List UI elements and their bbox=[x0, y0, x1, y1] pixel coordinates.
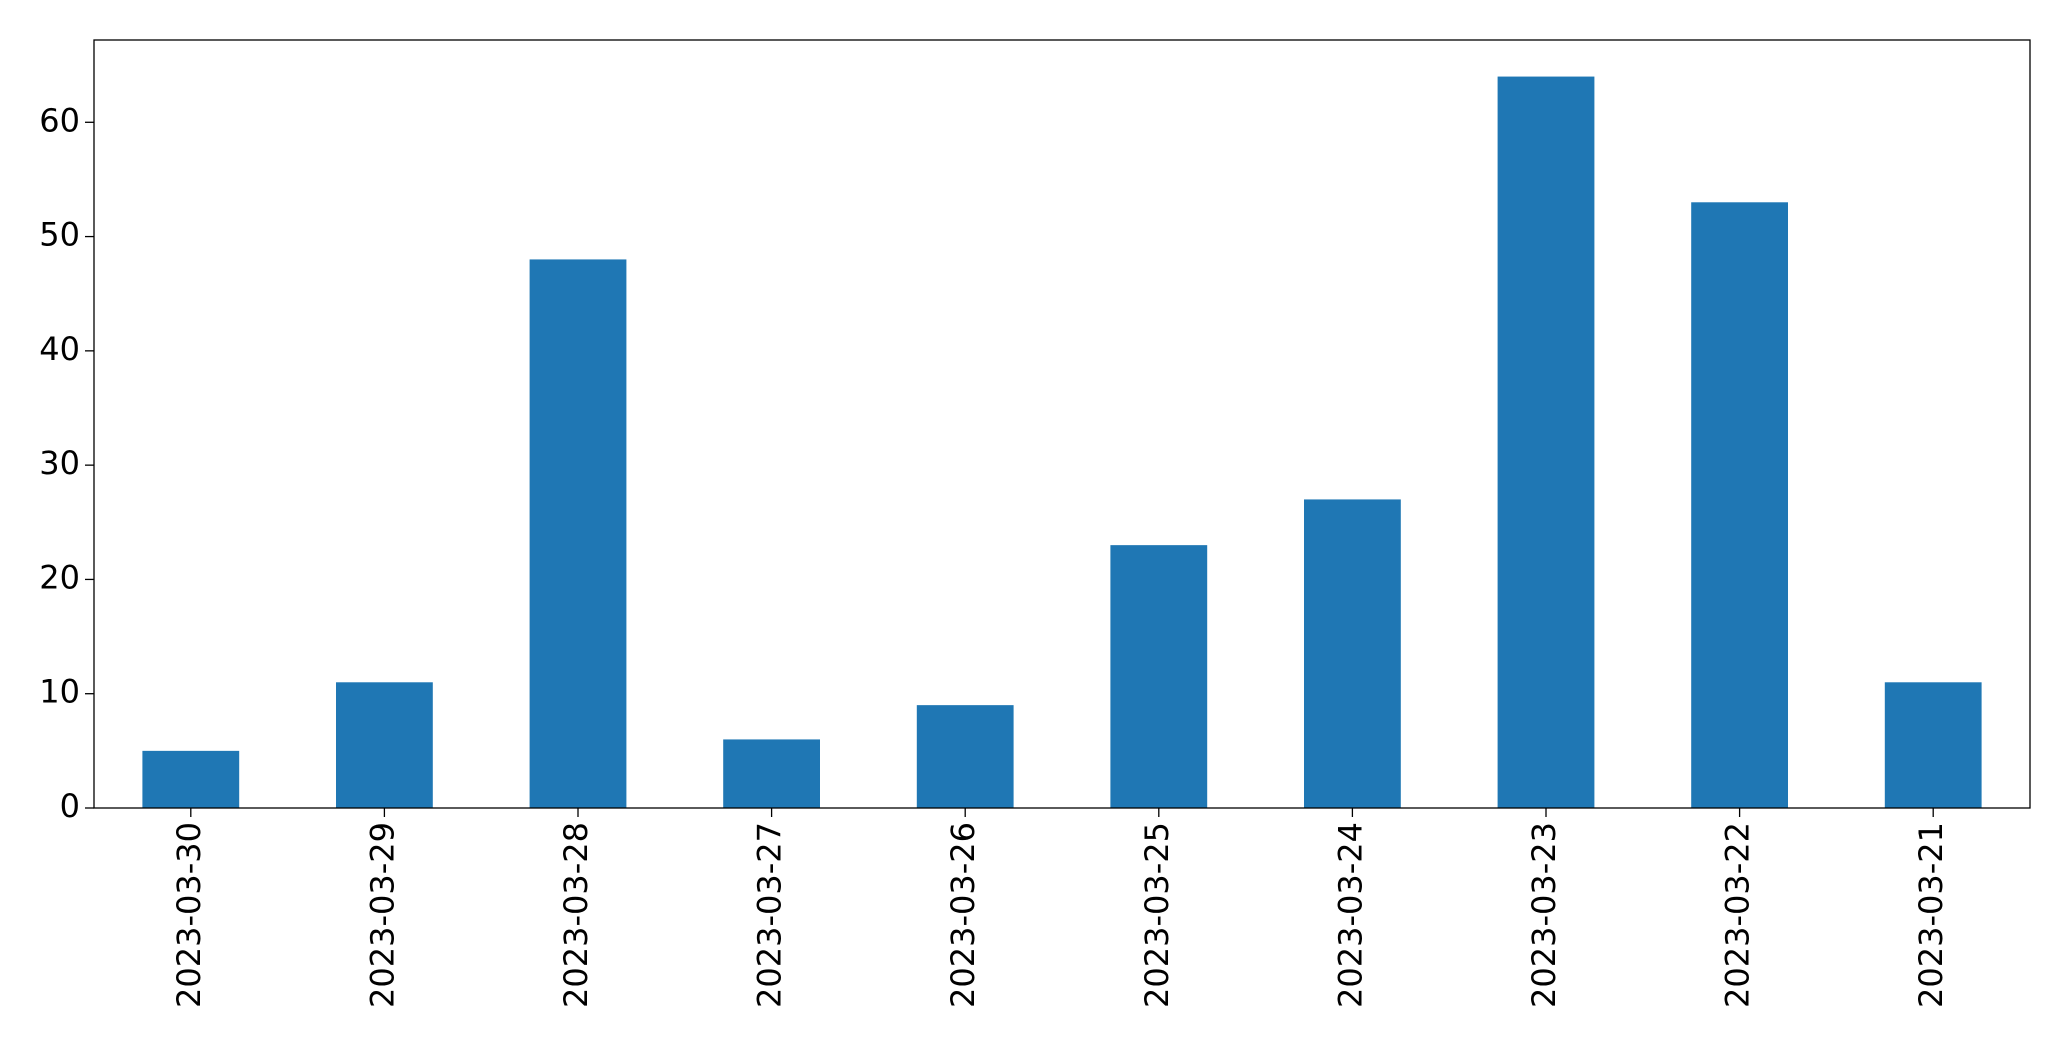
y-tick-label: 10 bbox=[39, 673, 80, 711]
bar bbox=[142, 750, 240, 808]
x-tick-label: 2023-03-22 bbox=[1719, 822, 1757, 1008]
x-tick-label: 2023-03-23 bbox=[1525, 822, 1563, 1008]
bar bbox=[723, 739, 820, 808]
y-tick-label: 20 bbox=[39, 558, 80, 596]
bar bbox=[1884, 682, 1982, 808]
x-tick-label: 2023-03-27 bbox=[751, 822, 789, 1008]
x-tick-label: 2023-03-21 bbox=[1912, 822, 1950, 1008]
bar bbox=[1304, 499, 1401, 808]
x-tick-label: 2023-03-24 bbox=[1331, 822, 1369, 1008]
x-tick-label: 2023-03-26 bbox=[944, 822, 982, 1008]
x-tick-label: 2023-03-25 bbox=[1138, 822, 1176, 1008]
x-tick-label: 2023-03-29 bbox=[363, 822, 401, 1008]
y-tick-label: 30 bbox=[39, 444, 80, 482]
bar bbox=[1497, 76, 1595, 809]
x-tick-label: 2023-03-30 bbox=[170, 822, 208, 1008]
y-tick-label: 40 bbox=[39, 330, 80, 368]
bar bbox=[529, 259, 627, 808]
bar bbox=[916, 705, 1014, 808]
bar bbox=[336, 682, 433, 808]
plot-frame bbox=[93, 39, 2031, 809]
x-tick-label: 2023-03-28 bbox=[557, 822, 595, 1008]
y-tick-label: 0 bbox=[60, 787, 80, 825]
y-tick-label: 50 bbox=[39, 216, 80, 254]
bar bbox=[1691, 202, 1788, 809]
y-tick-label: 60 bbox=[39, 101, 80, 139]
bar bbox=[1110, 545, 1208, 808]
